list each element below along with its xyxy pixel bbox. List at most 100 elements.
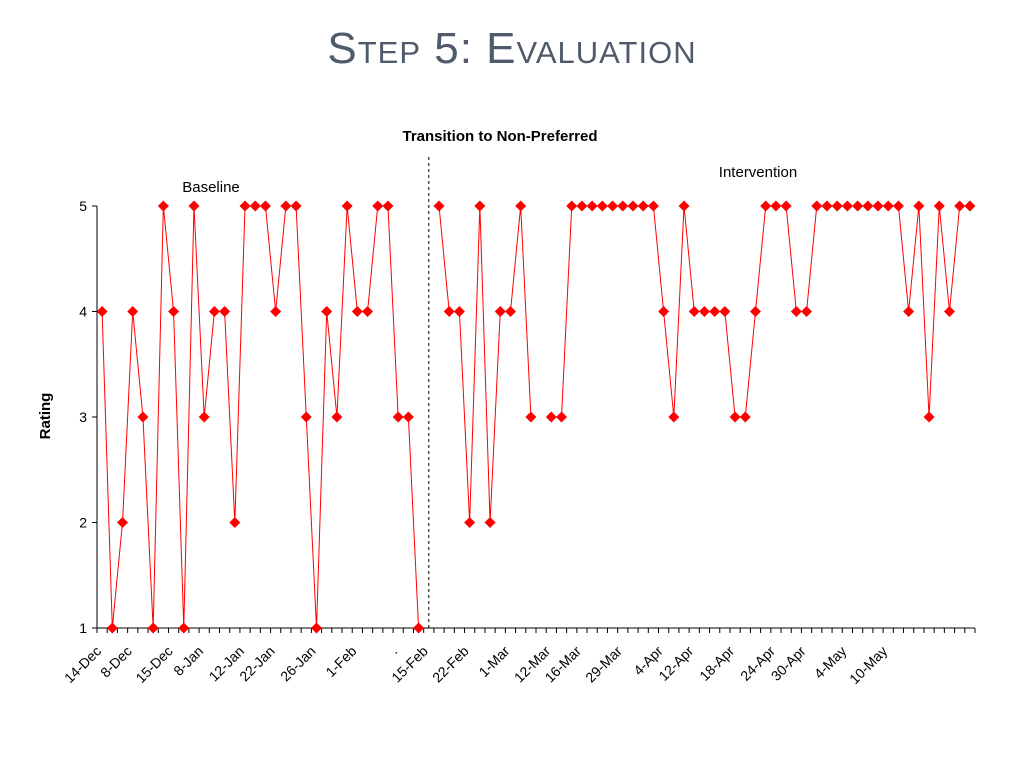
data-point — [556, 411, 568, 423]
data-point — [841, 200, 853, 212]
x-tick-label: 15-Dec — [132, 643, 175, 686]
data-point — [372, 200, 384, 212]
data-point — [157, 200, 169, 212]
data-point — [882, 200, 894, 212]
data-point — [515, 200, 527, 212]
x-tick-label: 1-Feb — [322, 643, 359, 680]
data-point — [147, 622, 159, 634]
data-point — [117, 517, 129, 528]
data-point — [892, 200, 904, 212]
data-point — [351, 306, 363, 317]
data-point — [872, 200, 884, 212]
x-tick-label: 14-Dec — [61, 643, 104, 686]
data-point — [566, 200, 578, 212]
data-point — [280, 200, 292, 212]
data-point — [658, 306, 670, 317]
data-point — [954, 200, 966, 212]
y-tick-label: 4 — [79, 304, 87, 320]
data-point — [413, 622, 425, 634]
x-tick-label: 1-Mar — [475, 643, 512, 680]
data-point — [362, 306, 374, 317]
data-point — [607, 200, 619, 212]
data-point — [545, 411, 557, 423]
data-point — [382, 200, 394, 212]
data-point — [637, 200, 649, 212]
data-point — [709, 306, 721, 317]
data-point — [433, 200, 445, 212]
data-point — [831, 200, 843, 212]
data-point — [453, 306, 465, 317]
data-point — [239, 200, 251, 212]
data-point — [811, 200, 823, 212]
data-point — [698, 306, 710, 317]
data-point — [627, 200, 639, 212]
data-point — [903, 306, 915, 317]
data-point — [474, 200, 486, 212]
y-tick-label: 2 — [79, 515, 87, 531]
data-point — [780, 200, 792, 212]
data-point — [719, 306, 731, 317]
data-point — [678, 200, 690, 212]
data-point — [790, 306, 802, 317]
data-point — [290, 200, 302, 212]
data-point — [443, 306, 455, 317]
data-point — [739, 411, 751, 423]
data-point — [331, 411, 343, 423]
data-point — [852, 200, 864, 212]
data-point — [321, 306, 333, 317]
x-tick-label: 22-Feb — [429, 643, 472, 686]
x-tick-label: 30-Apr — [768, 643, 809, 684]
y-tick-label: 3 — [79, 409, 87, 425]
data-point — [617, 200, 629, 212]
y-ticks: 1 2 3 4 5 — [79, 198, 97, 636]
data-point — [801, 306, 813, 317]
data-point — [300, 411, 312, 423]
data-point — [964, 200, 976, 212]
data-point — [770, 200, 782, 212]
data-point — [525, 411, 537, 423]
data-point — [188, 200, 200, 212]
x-tick-label: 8-Dec — [97, 643, 135, 681]
phase-label-baseline: Baseline — [182, 179, 240, 196]
data-point — [647, 200, 659, 212]
phase-labels: Baseline Intervention — [182, 164, 797, 196]
data-point — [341, 200, 353, 212]
data-point — [219, 306, 231, 317]
data-point — [229, 517, 241, 528]
series-points — [96, 200, 976, 634]
data-point — [923, 411, 935, 423]
data-point — [484, 517, 496, 528]
data-point — [596, 200, 608, 212]
x-tick-label: 18-Apr — [696, 643, 737, 684]
data-point — [862, 200, 874, 212]
data-point — [392, 411, 404, 423]
data-point — [504, 306, 516, 317]
data-point — [249, 200, 261, 212]
data-point — [178, 622, 190, 634]
data-point — [933, 200, 945, 212]
x-tick-label: 26-Jan — [277, 643, 319, 685]
x-tick-label: 22-Jan — [236, 643, 278, 685]
chart-title: Transition to Non-Preferred — [402, 128, 597, 145]
data-point — [668, 411, 680, 423]
series-line-baseline — [101, 205, 420, 629]
y-tick-label: 5 — [79, 198, 87, 214]
y-axis-label: Rating — [37, 393, 54, 440]
data-point — [943, 306, 955, 317]
x-tick-label: 8-Jan — [170, 643, 206, 679]
x-tick-label: . — [386, 643, 400, 657]
x-tick-label: 10-May — [846, 643, 890, 687]
data-point — [586, 200, 598, 212]
data-point — [137, 411, 149, 423]
data-point — [688, 306, 700, 317]
data-point — [127, 306, 139, 317]
data-point — [168, 306, 180, 317]
data-point — [760, 200, 772, 212]
x-tick-label: 4-May — [811, 643, 850, 682]
data-point — [106, 622, 118, 634]
data-point — [821, 200, 833, 212]
data-point — [913, 200, 925, 212]
data-point — [208, 306, 220, 317]
series-line-intervention — [438, 205, 532, 523]
